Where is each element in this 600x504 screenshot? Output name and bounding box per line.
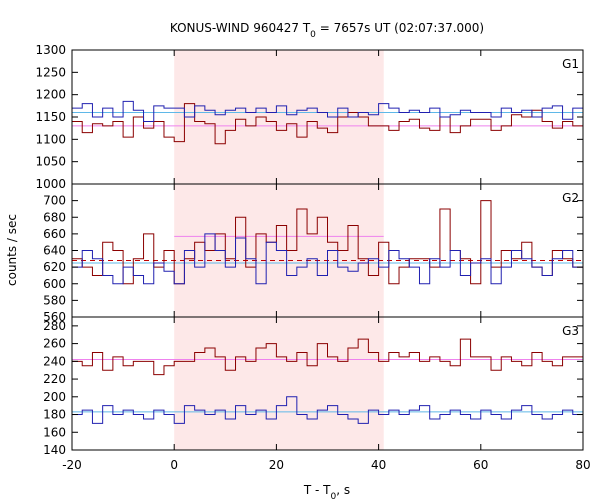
panel-G1-series-red <box>72 103 583 145</box>
x-axis-label-rest: , s <box>336 483 350 497</box>
panel-G1-data <box>72 100 583 145</box>
data-layer <box>72 100 583 424</box>
frame-layer <box>71 49 584 451</box>
panel-G1-ytick-label: 1200 <box>35 88 66 102</box>
panel-G1-ytick-label: 1250 <box>35 65 66 79</box>
chart-title: KONUS-WIND 960427 T0 = 7657s UT (02:07:3… <box>170 21 484 40</box>
panel-G2-series-red <box>72 200 583 285</box>
panel-G3-ytick-label: 140 <box>43 443 66 457</box>
panel-G3-ytick-label: 220 <box>43 372 66 386</box>
panel-G3-frame <box>71 316 584 451</box>
y-axis-label: counts / sec <box>5 214 19 286</box>
panel-G3-ytick-label: 180 <box>43 408 66 422</box>
xtick-label: 20 <box>269 458 284 472</box>
xtick-label: 60 <box>473 458 488 472</box>
panel-G2-ytick-label: 700 <box>43 194 66 208</box>
panel-G1-ytick-label: 1300 <box>35 43 66 57</box>
x-axis-label: T - T0, s <box>303 483 350 500</box>
xtick-label: 40 <box>371 458 386 472</box>
panel-G2-ytick-label: 680 <box>43 210 66 224</box>
panel-G1-label: G1 <box>562 57 579 71</box>
panel-G2-ytick-label: 660 <box>43 227 66 241</box>
panel-G1-series-blue <box>72 100 583 122</box>
panel-G1-ytick-label: 1100 <box>35 132 66 146</box>
x-axis-label-subscript: 0 <box>331 492 337 500</box>
panel-G1-ytick-label: 1000 <box>35 177 66 191</box>
panel-G3-ytick-label: 260 <box>43 337 66 351</box>
panel-G3-data <box>72 338 583 424</box>
chart-title-rest: = 7657s UT (02:07:37.000) <box>316 21 484 35</box>
panel-G3-ytick-label: 160 <box>43 425 66 439</box>
panel-G1-ytick-label: 1150 <box>35 110 66 124</box>
panel-G2-ytick-label: 580 <box>43 293 66 307</box>
panel-G2-data <box>72 200 583 285</box>
panel-G3-ytick-label: 280 <box>43 319 66 333</box>
x-axis-label-main: T - T <box>303 483 331 497</box>
title-layer: KONUS-WIND 960427 T0 = 7657s UT (02:07:3… <box>5 21 484 502</box>
panel-G2-label: G2 <box>562 191 579 205</box>
panel-G2-series-blue <box>72 233 583 285</box>
panel-G3-label: G3 <box>562 324 579 338</box>
panel-G3-series-red <box>72 338 583 376</box>
panel-G1-ytick-label: 1050 <box>35 155 66 169</box>
xtick-label: 0 <box>170 458 178 472</box>
xtick-label: -20 <box>62 458 82 472</box>
chart-title-main: KONUS-WIND 960427 T <box>170 21 311 35</box>
panel-G2-ytick-label: 600 <box>43 277 66 291</box>
xtick-label: 80 <box>575 458 590 472</box>
label-layer: 1000105011001150120012501300G15605806006… <box>35 43 590 472</box>
panel-G2-ytick-label: 560 <box>43 310 66 324</box>
panel-G3-ytick-label: 200 <box>43 390 66 404</box>
chart-title-subscript: 0 <box>310 30 316 40</box>
panel-G3-series-blue <box>72 396 583 424</box>
panel-G2-ytick-label: 640 <box>43 244 66 258</box>
panel-G2-ytick-label: 620 <box>43 260 66 274</box>
panel-G3-ytick-label: 240 <box>43 354 66 368</box>
